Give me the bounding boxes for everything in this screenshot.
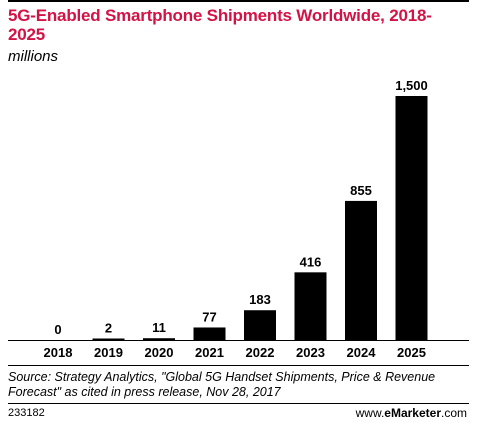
bar-2019 bbox=[92, 338, 125, 340]
bar-2025 bbox=[395, 96, 428, 340]
data-label-2020: 11 bbox=[152, 320, 166, 335]
x-tick-label-2018: 2018 bbox=[44, 345, 73, 360]
bar-2022 bbox=[244, 310, 276, 340]
brand-suffix: .com bbox=[440, 406, 467, 420]
x-tick-label-2022: 2022 bbox=[246, 345, 275, 360]
bar-2020 bbox=[143, 338, 175, 340]
data-label-2023: 416 bbox=[300, 254, 322, 269]
bottom-rule bbox=[8, 365, 469, 366]
data-label-2024: 855 bbox=[350, 183, 372, 198]
x-tick-label-2024: 2024 bbox=[347, 345, 377, 360]
brand-link[interactable]: www.eMarketer.com bbox=[356, 406, 467, 420]
bar-2021 bbox=[193, 327, 226, 340]
x-tick-label-2020: 2020 bbox=[145, 345, 174, 360]
data-label-2018: 0 bbox=[54, 322, 61, 337]
chart-id: 233182 bbox=[8, 407, 45, 419]
x-tick-label-2019: 2019 bbox=[94, 345, 123, 360]
footer-rule bbox=[8, 403, 469, 404]
chart-title: 5G-Enabled Smartphone Shipments Worldwid… bbox=[8, 6, 432, 44]
x-tick-label-2025: 2025 bbox=[397, 345, 426, 360]
data-label-2022: 183 bbox=[249, 292, 271, 307]
top-rule bbox=[8, 0, 469, 2]
bar-2023 bbox=[294, 272, 327, 340]
x-tick-label-2023: 2023 bbox=[296, 345, 325, 360]
x-tick-label-2021: 2021 bbox=[195, 345, 224, 360]
source-note: Source: Strategy Analytics, "Global 5G H… bbox=[8, 370, 436, 399]
data-label-2021: 77 bbox=[202, 309, 216, 324]
data-label-2025: 1,500 bbox=[395, 78, 428, 93]
bar-2024 bbox=[345, 200, 377, 340]
data-label-2019: 2 bbox=[105, 321, 112, 336]
chart-subtitle: millions bbox=[8, 48, 59, 65]
brand-name: eMarketer bbox=[384, 406, 441, 420]
brand-prefix: www. bbox=[355, 406, 385, 420]
